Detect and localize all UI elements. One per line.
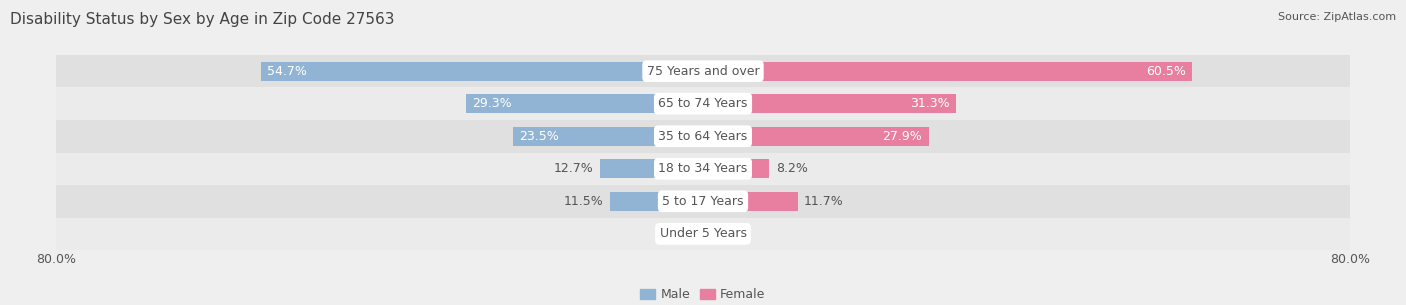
Bar bbox=[56, 185, 1350, 217]
Bar bbox=[56, 152, 1350, 185]
Bar bbox=[260, 62, 703, 81]
Legend: Male, Female: Male, Female bbox=[636, 283, 770, 305]
Bar bbox=[703, 127, 928, 146]
Bar bbox=[703, 62, 1192, 81]
Text: 60.5%: 60.5% bbox=[1146, 65, 1185, 78]
Text: 75 Years and over: 75 Years and over bbox=[647, 65, 759, 78]
Text: Disability Status by Sex by Age in Zip Code 27563: Disability Status by Sex by Age in Zip C… bbox=[10, 12, 394, 27]
Text: 65 to 74 Years: 65 to 74 Years bbox=[658, 97, 748, 110]
Bar bbox=[56, 55, 1350, 88]
Bar bbox=[467, 94, 703, 113]
Text: 0.0%: 0.0% bbox=[659, 227, 690, 240]
Text: 11.7%: 11.7% bbox=[804, 195, 844, 208]
Text: 31.3%: 31.3% bbox=[910, 97, 949, 110]
Text: 29.3%: 29.3% bbox=[472, 97, 512, 110]
Text: 35 to 64 Years: 35 to 64 Years bbox=[658, 130, 748, 143]
Bar bbox=[703, 94, 956, 113]
Text: Under 5 Years: Under 5 Years bbox=[659, 227, 747, 240]
Text: 54.7%: 54.7% bbox=[267, 65, 307, 78]
Text: 18 to 34 Years: 18 to 34 Years bbox=[658, 162, 748, 175]
Text: 27.9%: 27.9% bbox=[883, 130, 922, 143]
Text: 12.7%: 12.7% bbox=[554, 162, 593, 175]
Text: 23.5%: 23.5% bbox=[519, 130, 560, 143]
Text: Source: ZipAtlas.com: Source: ZipAtlas.com bbox=[1278, 12, 1396, 22]
Bar bbox=[513, 127, 703, 146]
Bar bbox=[56, 120, 1350, 152]
Bar bbox=[56, 217, 1350, 250]
Text: 5 to 17 Years: 5 to 17 Years bbox=[662, 195, 744, 208]
Text: 8.2%: 8.2% bbox=[776, 162, 807, 175]
Text: 0.0%: 0.0% bbox=[716, 227, 747, 240]
Bar bbox=[600, 159, 703, 178]
Bar bbox=[56, 88, 1350, 120]
Bar bbox=[610, 192, 703, 211]
Text: 11.5%: 11.5% bbox=[564, 195, 603, 208]
Bar bbox=[703, 159, 769, 178]
Bar bbox=[703, 192, 797, 211]
